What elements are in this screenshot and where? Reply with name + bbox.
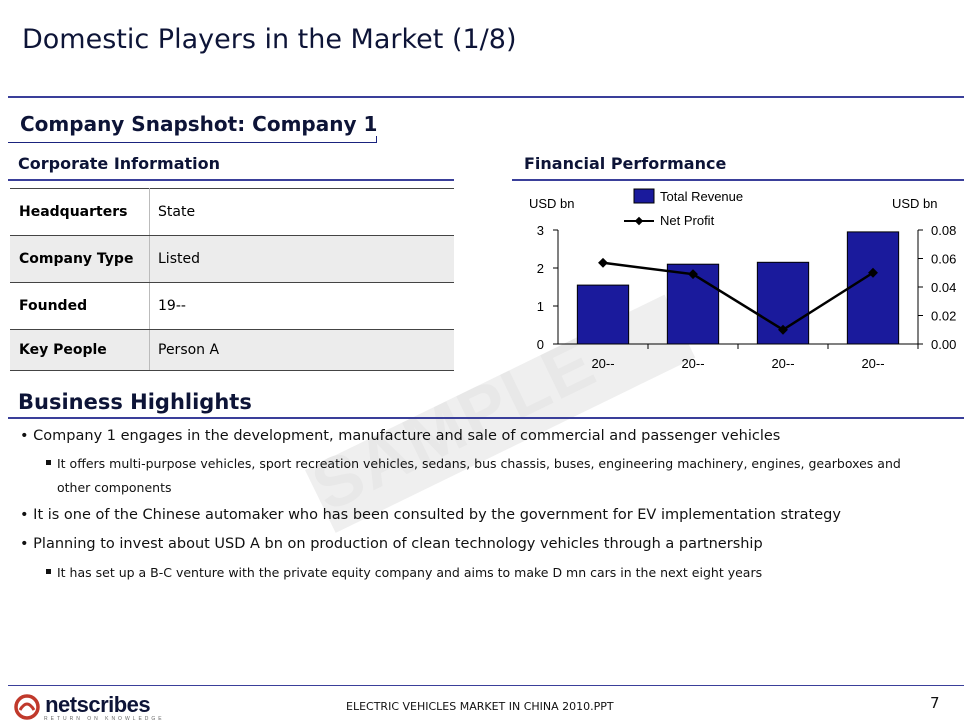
legend-swatch-revenue — [633, 188, 655, 204]
netscribes-logo: netscribes RETURN ON KNOWLEDGE — [14, 692, 165, 722]
table-row: Founded 19-- — [10, 282, 454, 330]
chart-legend: Total Revenue Net Profit — [624, 188, 743, 228]
highlights-divider — [8, 417, 964, 419]
title-divider — [8, 96, 964, 98]
y-axis-title-left: USD bn — [529, 196, 575, 211]
key-people-label: Key People — [10, 329, 150, 371]
financial-chart: 0 1 2 3 0.00 0.02 0.04 0.06 0.08 20-- 20-- 20-- 20… — [529, 188, 956, 371]
square-bullet-icon — [46, 569, 51, 574]
highlight-subbullet-cont: other components — [57, 476, 172, 500]
y-tick-label-left: 1 — [537, 299, 544, 314]
page-number: 7 — [930, 694, 940, 712]
legend-label-profit: Net Profit — [660, 213, 715, 228]
net-profit-point — [688, 269, 698, 280]
revenue-bar — [576, 284, 630, 345]
net-profit-line — [602, 261, 874, 332]
square-bullet-icon — [46, 460, 51, 465]
highlights-heading: Business Highlights — [18, 390, 252, 414]
highlight-bullet: • Company 1 engages in the development, … — [20, 428, 781, 444]
headquarters-value: State — [149, 188, 454, 236]
y-tick-label-right: 0.02 — [931, 309, 956, 324]
net-profit-point — [598, 257, 608, 268]
financial-heading: Financial Performance — [524, 154, 727, 173]
y-tick-label-right: 0.08 — [931, 223, 956, 238]
slide-subtitle: Company Snapshot: Company 1 — [20, 112, 378, 136]
logo-tagline: RETURN ON KNOWLEDGE — [44, 716, 165, 722]
table-row: Headquarters State — [10, 188, 454, 236]
x-tick-label: 20-- — [771, 356, 794, 371]
net-profit-point — [778, 324, 788, 335]
x-tick-label: 20-- — [681, 356, 704, 371]
key-people-value: Person A — [149, 329, 454, 371]
highlight-text: Company 1 engages in the development, ma… — [33, 428, 781, 444]
logo-wordmark: netscribes — [45, 692, 151, 717]
logo-swirl-icon — [14, 694, 40, 720]
highlight-text: It has set up a B-C venture with the pri… — [57, 565, 763, 580]
y-tick-label-right: 0.04 — [931, 280, 956, 295]
corporate-divider — [8, 179, 454, 181]
y-tick-label-right: 0.06 — [931, 252, 956, 267]
revenue-bar — [846, 231, 900, 345]
corporate-info-table: Headquarters State Company Type Listed F… — [10, 188, 454, 371]
highlight-subbullet: It has set up a B-C venture with the pri… — [46, 561, 762, 585]
slide-title: Domestic Players in the Market (1/8) — [22, 24, 517, 55]
company-type-label: Company Type — [10, 235, 150, 283]
founded-value: 19-- — [149, 282, 454, 330]
y-tick-label-right: 0.00 — [931, 337, 956, 352]
y-tick-label-left: 3 — [537, 223, 544, 238]
legend-label-revenue: Total Revenue — [660, 189, 743, 204]
highlight-bullet: • Planning to invest about USD A bn on p… — [20, 536, 763, 552]
corporate-heading: Corporate Information — [18, 154, 220, 173]
table-row: Company Type Listed — [10, 235, 454, 283]
highlight-text: It offers multi-purpose vehicles, sport … — [57, 456, 901, 471]
x-tick-label: 20-- — [861, 356, 884, 371]
company-type-value: Listed — [149, 235, 454, 283]
subtitle-divider-end — [376, 136, 377, 143]
footer-divider — [8, 685, 964, 686]
highlight-text: other components — [57, 480, 172, 495]
founded-label: Founded — [10, 282, 150, 330]
footer-document-name: ELECTRIC VEHICLES MARKET IN CHINA 2010.P… — [346, 700, 614, 713]
highlight-text: Planning to invest about USD A bn on pro… — [33, 536, 763, 552]
financial-divider — [512, 179, 964, 181]
net-profit-point — [868, 267, 878, 278]
table-row: Key People Person A — [10, 329, 454, 371]
subtitle-divider — [8, 142, 376, 143]
y-tick-label-left: 0 — [537, 337, 544, 352]
y-tick-label-left: 2 — [537, 261, 544, 276]
y-axis-title-right: USD bn — [892, 196, 938, 211]
highlight-text: It is one of the Chinese automaker who h… — [33, 507, 841, 523]
x-tick-label: 20-- — [591, 356, 614, 371]
highlight-subbullet: It offers multi-purpose vehicles, sport … — [46, 452, 901, 476]
highlight-bullet: • It is one of the Chinese automaker who… — [20, 507, 841, 523]
headquarters-label: Headquarters — [10, 188, 150, 236]
legend-marker-profit — [634, 216, 644, 226]
